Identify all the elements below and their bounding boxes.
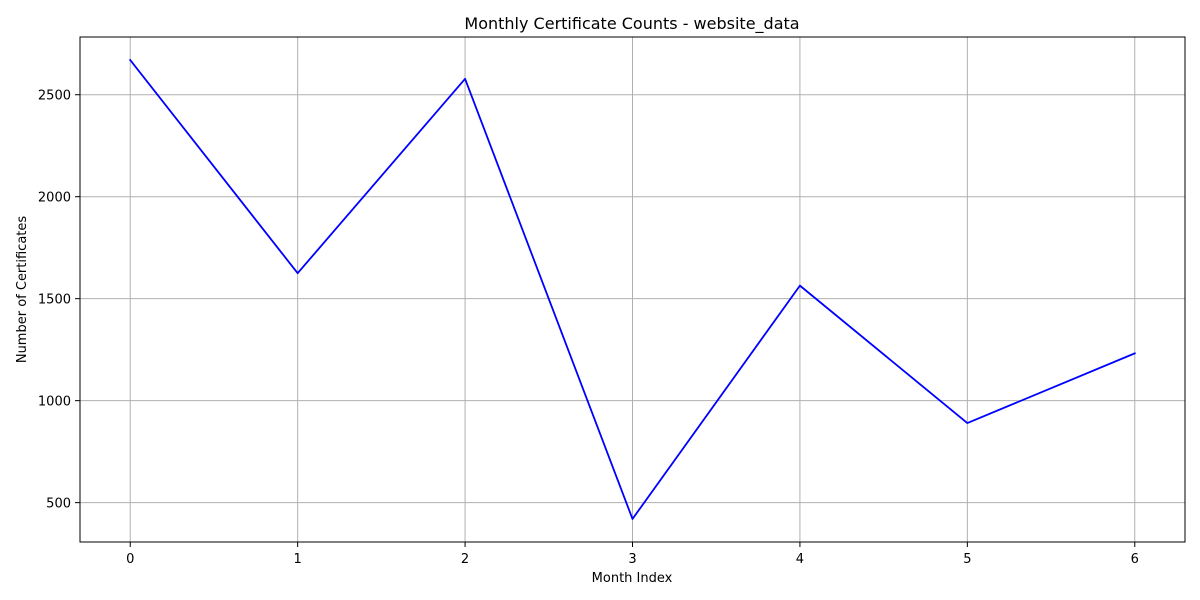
y-tick-label: 1500 — [38, 293, 71, 308]
y-tick-label: 2500 — [38, 89, 71, 104]
x-tick-label: 0 — [126, 552, 134, 567]
x-tick-label: 3 — [628, 552, 636, 567]
grid — [80, 37, 1185, 542]
x-axis: 0 1 2 3 4 5 6 — [126, 542, 1139, 567]
x-tick-label: 2 — [461, 552, 469, 567]
x-tick-label: 1 — [294, 552, 302, 567]
series-layer — [128, 58, 1136, 520]
x-tick-label: 5 — [963, 552, 971, 567]
y-tick-label: 1000 — [38, 395, 71, 410]
x-axis-label: Month Index — [592, 571, 673, 586]
y-tick-label: 2000 — [38, 191, 71, 206]
y-axis-label: Number of Certificates — [15, 216, 30, 364]
x-tick-label: 4 — [796, 552, 804, 567]
y-axis: 500 1000 1500 2000 2500 — [38, 89, 80, 512]
x-tick-label: 6 — [1131, 552, 1139, 567]
y-tick-label: 500 — [46, 497, 71, 512]
chart-title: Monthly Certificate Counts - website_dat… — [464, 14, 799, 34]
